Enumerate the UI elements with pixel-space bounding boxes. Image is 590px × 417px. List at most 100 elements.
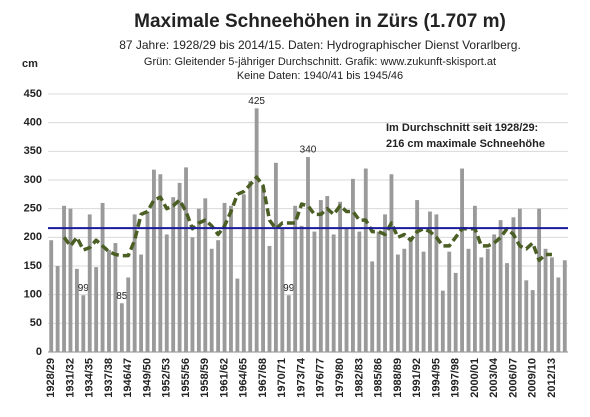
- bar: [229, 205, 233, 352]
- bar: [235, 278, 240, 352]
- bar: [158, 174, 163, 352]
- bar: [562, 260, 567, 352]
- bar: [318, 200, 323, 352]
- bar: [453, 272, 458, 352]
- bar: [171, 197, 176, 352]
- bar: [196, 208, 201, 352]
- bar: [325, 196, 330, 352]
- bar: [408, 237, 413, 352]
- bar: [428, 211, 432, 352]
- x-tick-label: 1967/68: [257, 358, 269, 398]
- y-tick-label: 200: [24, 231, 42, 243]
- bar: [100, 202, 105, 352]
- bar: [472, 205, 477, 352]
- bar: [113, 243, 118, 352]
- bar: [537, 208, 542, 352]
- y-tick-label: 150: [24, 260, 42, 272]
- bar: [312, 231, 317, 352]
- bar: [376, 231, 381, 352]
- bar: [62, 205, 66, 352]
- bar: [395, 254, 400, 352]
- x-tick-label: 1934/35: [84, 358, 96, 398]
- bar: [389, 174, 394, 352]
- bar: [87, 214, 92, 352]
- bar: [222, 202, 227, 352]
- x-tick-label: 2000/01: [469, 358, 481, 398]
- x-tick-label: 1997/98: [450, 358, 462, 398]
- data-label: 85: [116, 291, 128, 302]
- bar: [434, 214, 439, 352]
- bar: [254, 108, 259, 352]
- x-tick-label: 1994/95: [430, 358, 442, 398]
- x-tick-label: 2012/13: [546, 358, 558, 398]
- bar: [517, 208, 522, 352]
- bar: [357, 231, 362, 352]
- bar: [119, 303, 124, 352]
- x-tick-label: 1928/29: [45, 358, 57, 398]
- y-tick-label: 100: [24, 289, 42, 301]
- bar: [498, 220, 503, 352]
- bar: [248, 181, 253, 352]
- bar: [94, 267, 99, 352]
- y-axis-label: cm: [22, 58, 38, 70]
- x-tick-label: 1961/62: [218, 358, 230, 398]
- x-tick-label: 1976/77: [315, 358, 327, 398]
- y-tick-label: 250: [24, 203, 42, 215]
- bar: [55, 266, 60, 352]
- bar: [177, 182, 182, 352]
- bar: [261, 185, 265, 352]
- bar: [511, 217, 516, 352]
- bar: [286, 295, 291, 352]
- x-tick-label: 1991/92: [411, 358, 423, 398]
- x-tick-label: 2003/04: [488, 357, 500, 398]
- bar: [81, 295, 86, 352]
- bar: [68, 208, 73, 352]
- y-tick-label: 50: [30, 317, 42, 329]
- bar: [550, 257, 554, 352]
- subtitle: 87 Jahre: 1928/29 bis 2014/15. Daten: Hy…: [119, 38, 521, 52]
- bar: [492, 234, 497, 352]
- x-tick-label: 1946/47: [122, 358, 134, 398]
- bar: [126, 277, 131, 352]
- x-tick-label: 1964/65: [238, 358, 250, 398]
- bar: [415, 200, 420, 352]
- y-tick-label: 450: [24, 88, 42, 100]
- reference-label: 216 cm maximale Schneehöhe: [386, 138, 545, 150]
- x-tick-label: 1931/32: [64, 358, 76, 398]
- bar: [530, 290, 535, 352]
- bar: [190, 237, 195, 352]
- data-label: 99: [283, 283, 295, 294]
- x-tick-label: 1955/56: [180, 358, 192, 398]
- x-tick-label: 2009/10: [527, 358, 539, 398]
- bar: [370, 261, 375, 352]
- data-label: 340: [300, 145, 317, 156]
- bar: [556, 277, 561, 352]
- x-tick-label: 1973/74: [295, 357, 307, 398]
- bar: [152, 169, 156, 352]
- bar: [132, 214, 137, 352]
- x-tick-label: 1988/89: [392, 358, 404, 398]
- x-tick-label: 1949/50: [141, 358, 153, 398]
- data-label: 425: [248, 96, 265, 107]
- bar: [351, 178, 355, 352]
- bar: [460, 168, 464, 352]
- bar: [107, 249, 111, 352]
- bar: [338, 201, 343, 352]
- bar: [440, 290, 445, 352]
- subtitle: Keine Daten: 1940/41 bis 1945/46: [237, 70, 403, 82]
- bar: [299, 225, 304, 352]
- bar: [466, 248, 471, 352]
- x-tick-label: 2006/07: [507, 358, 519, 398]
- bar: [524, 280, 529, 352]
- bar: [145, 211, 150, 352]
- bar: [216, 240, 221, 352]
- bar: [139, 254, 144, 352]
- x-tick-label: 1985/86: [373, 358, 385, 398]
- y-tick-label: 400: [24, 117, 42, 129]
- bar: [184, 167, 188, 352]
- bar: [273, 162, 278, 352]
- subtitle: Grün: Gleitender 5-jähriger Durchschnitt…: [144, 56, 496, 68]
- reference-label: Im Durchschnitt seit 1928/29:: [386, 122, 538, 134]
- bar: [241, 194, 246, 352]
- x-tick-label: 1958/59: [199, 358, 211, 398]
